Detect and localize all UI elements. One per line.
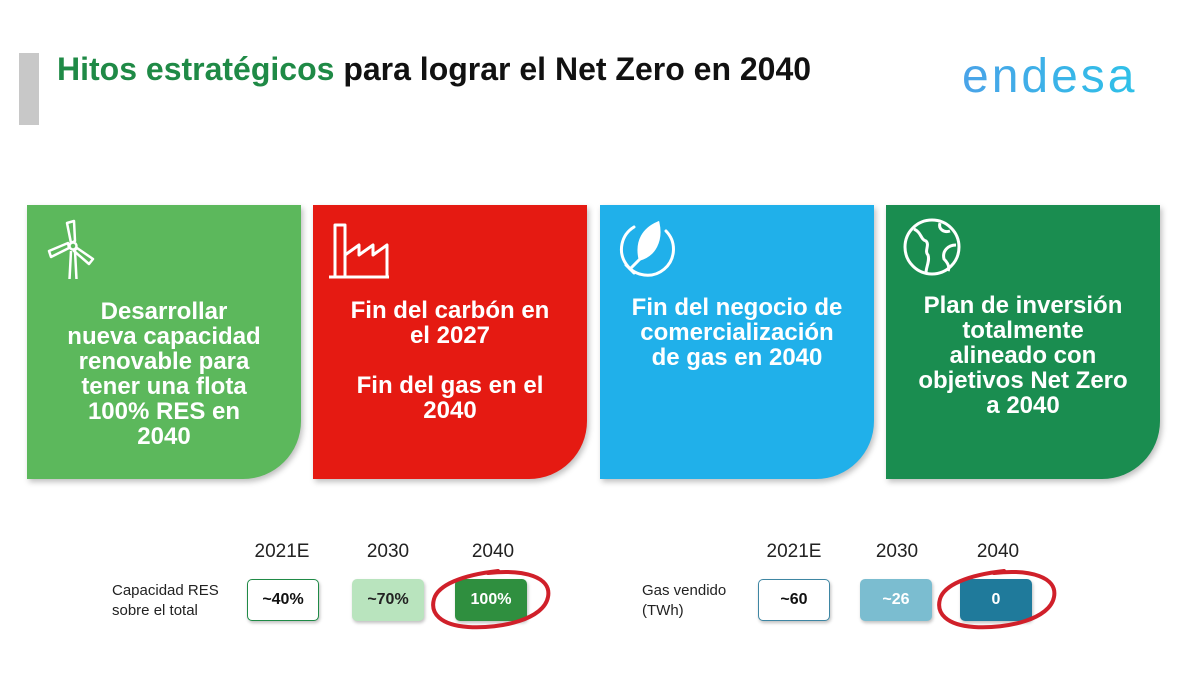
gas-year-2040: 2040 [976, 541, 1020, 562]
card-coal-gas-text: Fin del carbón en el 2027 Fin del gas en … [350, 297, 550, 424]
card-renewables-text: Desarrollar nueva capacidad renovable para… [67, 298, 261, 450]
card-gas-business-text: Fin del negocio de comercialización de gas… [631, 294, 843, 371]
card-gas-business: Fin del negocio de comercialización de gas… [600, 205, 874, 479]
card-renewables: Desarrollar nueva capacidad renovable para… [27, 205, 301, 479]
wind-turbine-icon [47, 219, 95, 279]
page-title: Hitos estratégicos para lograr el Net Ze… [57, 50, 907, 88]
gas-year-2030: 2030 [875, 541, 919, 562]
leaf-plug-icon [620, 220, 675, 277]
res-year-2021: 2021E [254, 541, 310, 562]
card-coal-gas: Fin del carbón en el 2027 Fin del gas en … [313, 205, 587, 479]
title-accent-bar [19, 53, 39, 125]
gas-value-2040: 0 [960, 579, 1032, 621]
gas-year-2021: 2021E [766, 541, 822, 562]
res-value-2030: ~70% [352, 579, 424, 621]
res-year-2040: 2040 [471, 541, 515, 562]
res-value-2021: ~40% [247, 579, 319, 621]
card-investment-text: Plan de inversión totalmente alineado con o… [918, 292, 1128, 419]
globe-icon [903, 218, 961, 276]
logo-text: endesa [962, 50, 1137, 103]
res-row-label: Capacidad RES sobre el total [112, 582, 219, 619]
gas-value-2030: ~26 [860, 579, 932, 621]
gas-row-label: Gas vendido (TWh) [642, 582, 727, 619]
endesa-logo: endesa [962, 50, 1137, 103]
title-highlight: Hitos estratégicos [57, 51, 335, 87]
gas-value-2021: ~60 [758, 579, 830, 621]
factory-icon [329, 223, 389, 279]
res-value-2040: 100% [455, 579, 527, 621]
card-investment: Plan de inversión totalmente alineado con o… [886, 205, 1160, 479]
title-rest: para lograr el Net Zero en 2040 [334, 51, 812, 87]
res-year-2030: 2030 [366, 541, 410, 562]
